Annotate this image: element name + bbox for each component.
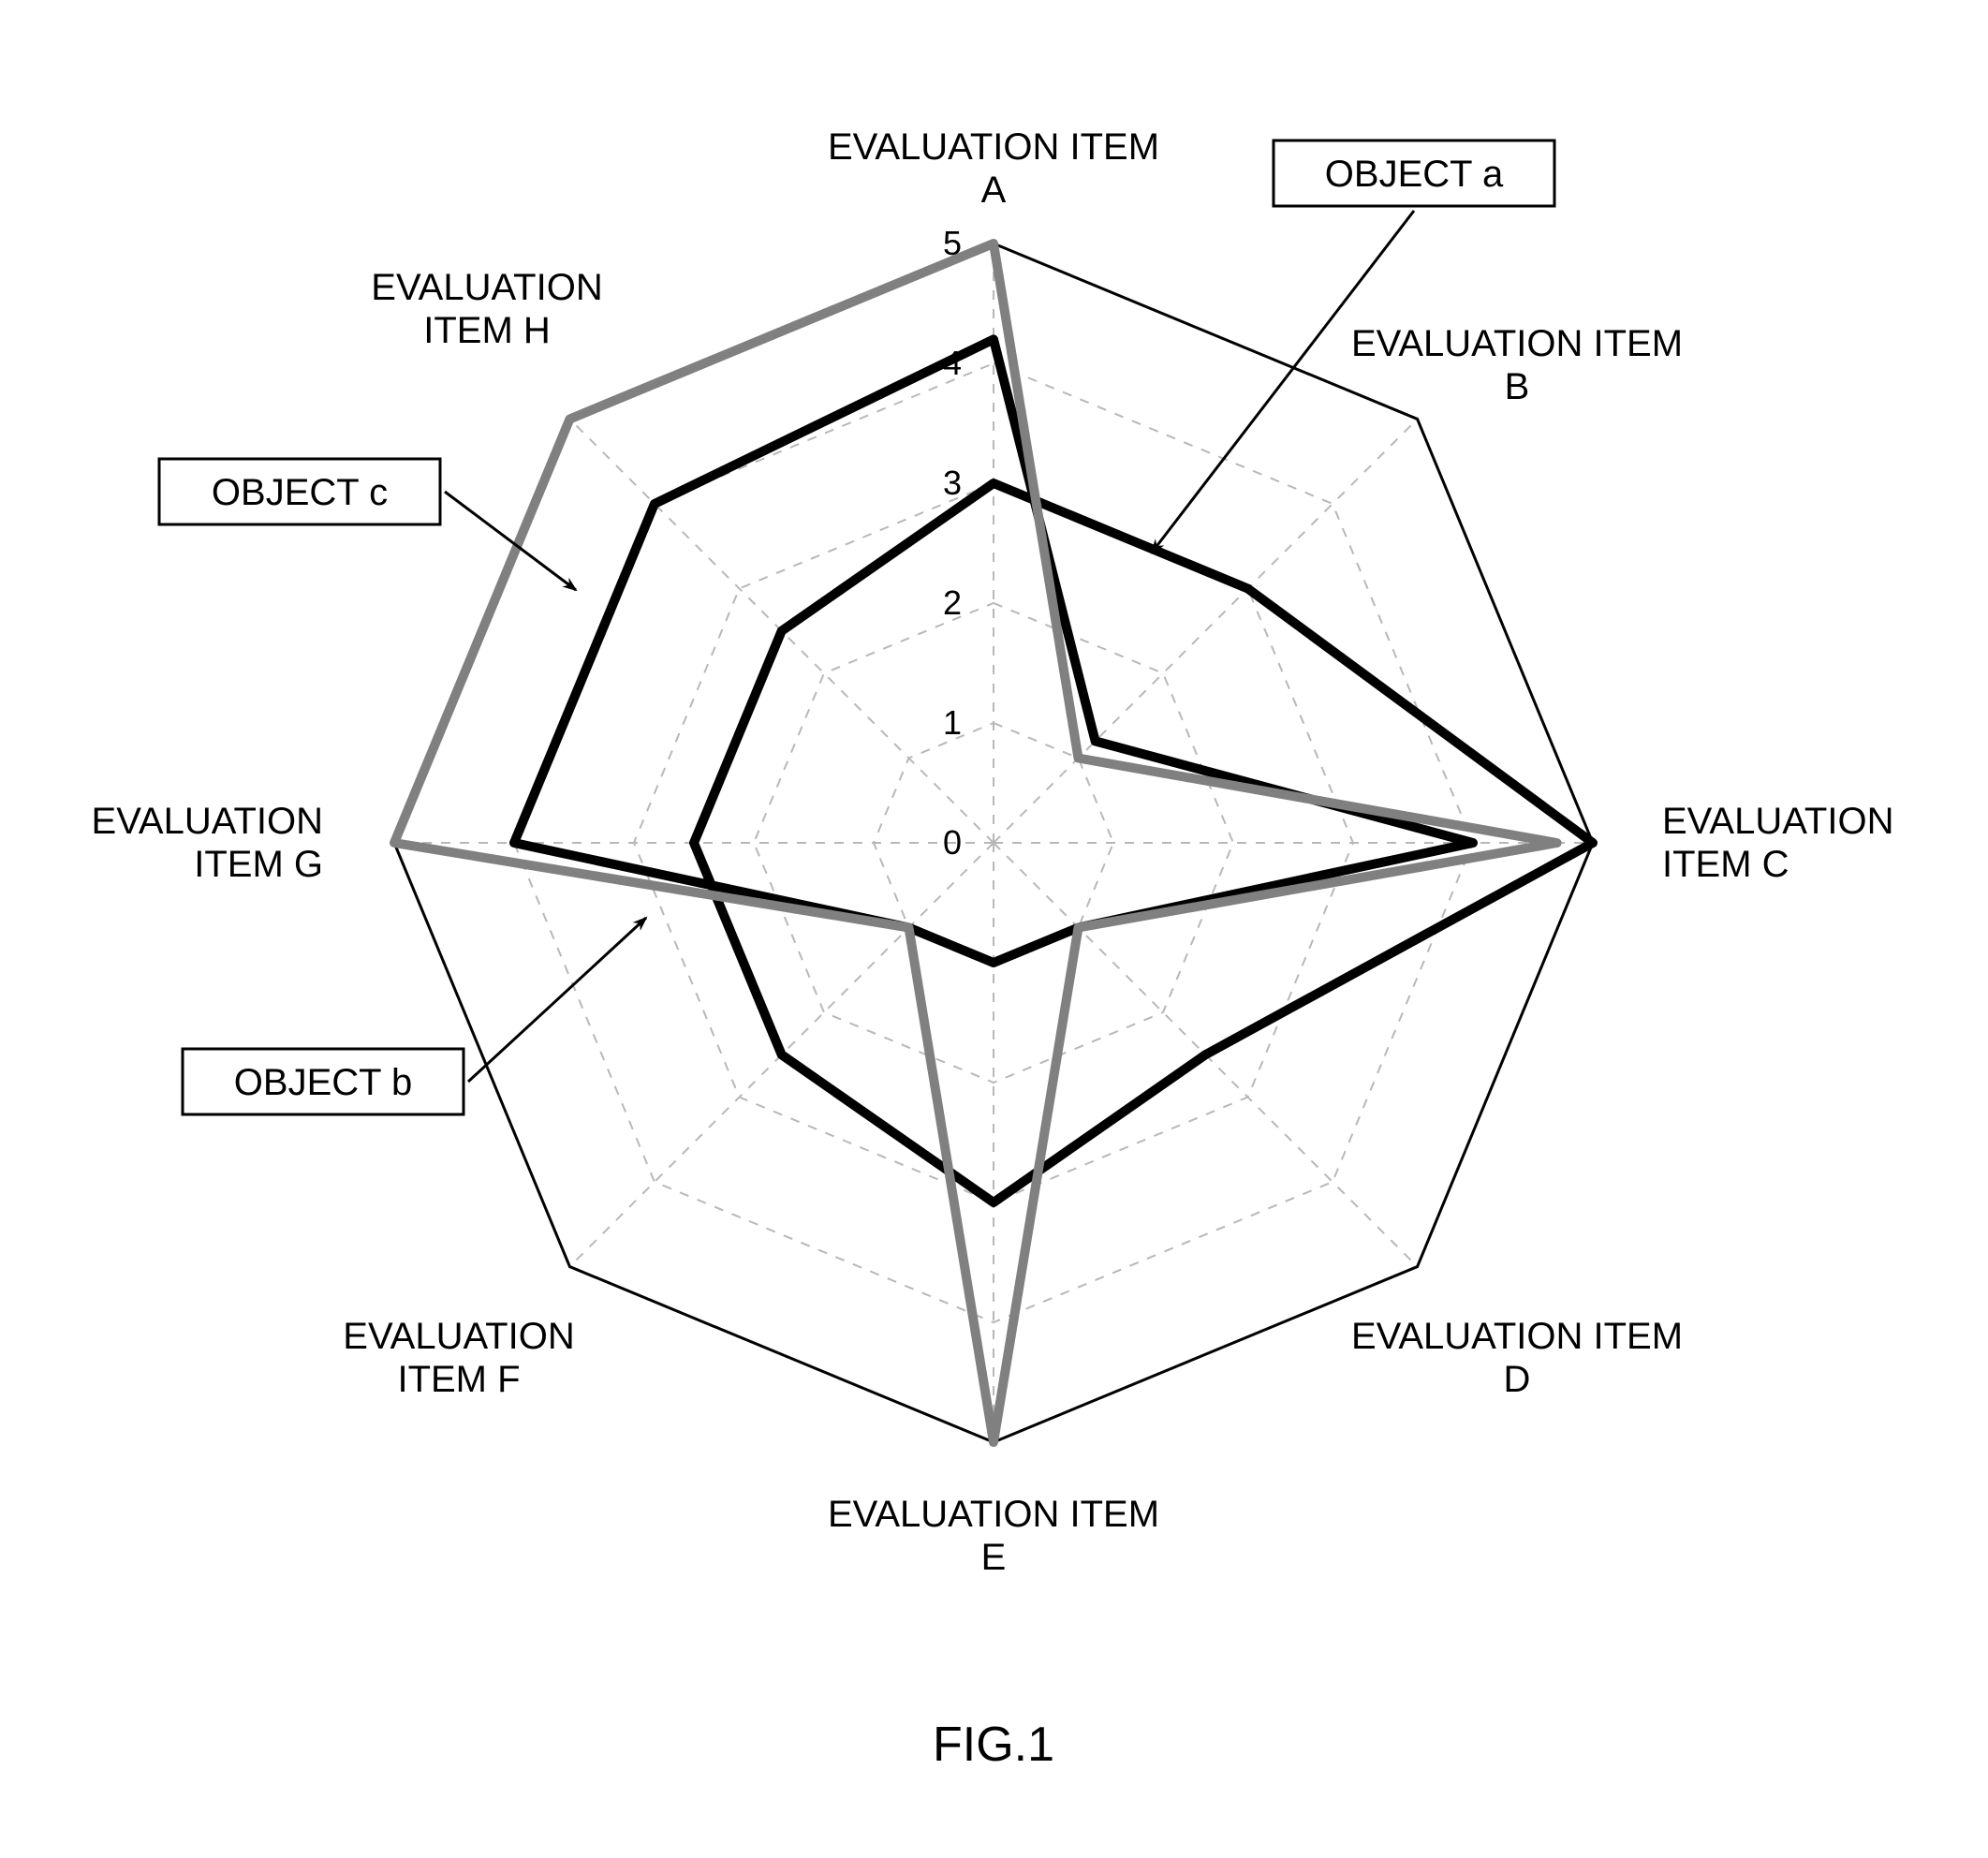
radar-spokes — [394, 243, 1593, 1442]
legend-object-c: OBJECT c — [159, 459, 576, 590]
axis-label-H: EVALUATIONITEM H — [371, 267, 602, 351]
axis-label-G-line0: EVALUATION — [92, 801, 323, 842]
radar-legend: OBJECT a OBJECT b OBJECT c — [159, 140, 1554, 1114]
axis-label-A-line1: A — [981, 170, 1007, 211]
axis-label-B-line1: B — [1505, 366, 1530, 407]
axis-label-F-line0: EVALUATION — [343, 1316, 574, 1357]
axis-label-C-line1: ITEM C — [1662, 844, 1789, 885]
figure-container: 012345 EVALUATION ITEMAEVALUATION ITEMBE… — [0, 0, 1988, 1858]
tick-label-0: 0 — [943, 823, 962, 862]
legend-arrow — [1152, 211, 1414, 553]
legend-label: OBJECT b — [234, 1062, 412, 1103]
axis-label-D: EVALUATION ITEMD — [1351, 1316, 1683, 1400]
axis-label-F: EVALUATIONITEM F — [343, 1316, 574, 1400]
radar-tick-labels: 012345 — [943, 224, 962, 862]
axis-label-F-line1: ITEM F — [397, 1359, 520, 1400]
axis-label-E-line0: EVALUATION ITEM — [828, 1494, 1159, 1535]
axis-label-E: EVALUATION ITEME — [828, 1494, 1159, 1578]
axis-label-C-line0: EVALUATION — [1662, 801, 1893, 842]
caption-text: FIG.1 — [933, 1718, 1054, 1772]
axis-label-H-line0: EVALUATION — [371, 267, 602, 308]
axis-label-A-line0: EVALUATION ITEM — [828, 126, 1159, 168]
axis-label-H-line1: ITEM H — [423, 310, 551, 351]
legend-label: OBJECT a — [1325, 154, 1504, 195]
tick-label-1: 1 — [943, 703, 962, 742]
axis-label-B: EVALUATION ITEMB — [1351, 323, 1683, 407]
legend-arrow — [468, 918, 646, 1082]
legend-label: OBJECT c — [212, 472, 388, 513]
axis-label-G: EVALUATIONITEM G — [92, 801, 323, 885]
axis-label-B-line0: EVALUATION ITEM — [1351, 323, 1683, 364]
axis-label-A: EVALUATION ITEMA — [828, 126, 1159, 211]
legend-object-b: OBJECT b — [183, 918, 646, 1114]
tick-label-2: 2 — [943, 583, 962, 622]
axis-label-G-line1: ITEM G — [194, 844, 323, 885]
axis-label-D-line0: EVALUATION ITEM — [1351, 1316, 1683, 1357]
legend-arrow — [445, 492, 576, 590]
radar-chart: 012345 EVALUATION ITEMAEVALUATION ITEMBE… — [0, 0, 1988, 1858]
figure-caption: FIG.1 — [933, 1718, 1054, 1772]
axis-label-E-line1: E — [981, 1537, 1007, 1578]
axis-label-D-line1: D — [1504, 1359, 1531, 1400]
tick-label-3: 3 — [943, 464, 962, 502]
axis-label-C: EVALUATIONITEM C — [1662, 801, 1893, 885]
